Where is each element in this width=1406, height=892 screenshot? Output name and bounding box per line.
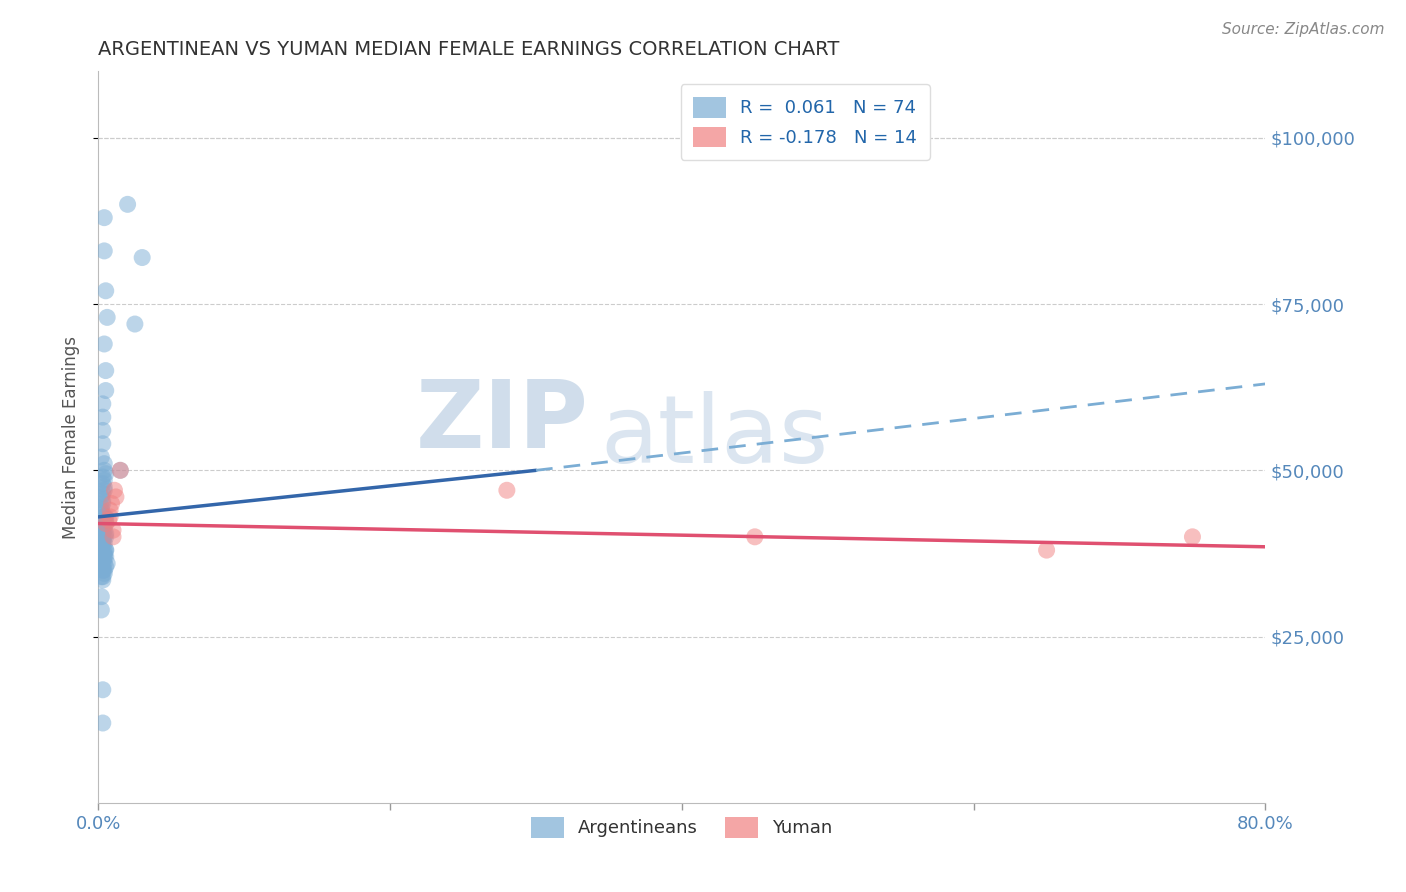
Point: [90, 503, 112, 517]
Point: [94, 526, 117, 541]
Point: [744, 530, 766, 544]
Point: [91, 497, 114, 511]
Point: [94, 513, 117, 527]
Point: [94, 543, 117, 558]
Point: [91, 410, 114, 425]
Point: [96, 310, 118, 325]
Point: [91, 530, 114, 544]
Point: [94, 284, 117, 298]
Point: [90, 490, 112, 504]
Point: [97, 513, 120, 527]
Point: [93, 566, 115, 581]
Point: [91, 523, 114, 537]
Point: [117, 197, 139, 211]
Point: [91, 533, 114, 548]
Point: [90, 450, 112, 464]
Point: [91, 476, 114, 491]
Point: [96, 557, 118, 571]
Text: Source: ZipAtlas.com: Source: ZipAtlas.com: [1222, 22, 1385, 37]
Point: [93, 509, 115, 524]
Point: [93, 457, 115, 471]
Point: [94, 467, 117, 481]
Point: [100, 497, 122, 511]
Point: [90, 536, 112, 550]
Point: [98, 503, 121, 517]
Point: [94, 509, 117, 524]
Point: [90, 603, 112, 617]
Legend: Argentineans, Yuman: Argentineans, Yuman: [520, 806, 844, 848]
Point: [91, 493, 114, 508]
Point: [90, 500, 112, 514]
Point: [93, 244, 115, 258]
Point: [91, 436, 114, 450]
Point: [91, 397, 114, 411]
Text: ARGENTINEAN VS YUMAN MEDIAN FEMALE EARNINGS CORRELATION CHART: ARGENTINEAN VS YUMAN MEDIAN FEMALE EARNI…: [98, 39, 839, 59]
Point: [90, 540, 112, 554]
Point: [93, 509, 115, 524]
Point: [93, 549, 115, 564]
Point: [131, 251, 153, 265]
Point: [93, 516, 115, 531]
Point: [93, 563, 115, 577]
Point: [1035, 543, 1057, 558]
Point: [94, 516, 117, 531]
Point: [94, 559, 117, 574]
Point: [93, 483, 115, 498]
Point: [91, 536, 114, 550]
Point: [93, 463, 115, 477]
Point: [93, 536, 115, 550]
Point: [90, 570, 112, 584]
Point: [93, 473, 115, 487]
Point: [1181, 530, 1204, 544]
Point: [93, 211, 115, 225]
Y-axis label: Median Female Earnings: Median Female Earnings: [62, 335, 80, 539]
Point: [93, 549, 115, 564]
Point: [101, 530, 124, 544]
Point: [496, 483, 519, 498]
Point: [91, 557, 114, 571]
Point: [94, 530, 117, 544]
Point: [91, 573, 114, 587]
Point: [94, 543, 117, 558]
Point: [93, 530, 115, 544]
Point: [91, 553, 114, 567]
Point: [90, 590, 112, 604]
Point: [94, 549, 117, 564]
Point: [104, 490, 127, 504]
Point: [91, 563, 114, 577]
Point: [91, 520, 114, 534]
Point: [93, 337, 115, 351]
Point: [94, 384, 117, 398]
Point: [91, 563, 114, 577]
Point: [93, 516, 115, 531]
Point: [91, 570, 114, 584]
Point: [110, 463, 132, 477]
Text: atlas: atlas: [600, 391, 828, 483]
Point: [93, 523, 115, 537]
Point: [91, 470, 114, 484]
Point: [93, 557, 115, 571]
Point: [110, 463, 132, 477]
Point: [103, 483, 125, 498]
Point: [91, 716, 114, 731]
Point: [101, 523, 124, 537]
Point: [90, 507, 112, 521]
Point: [93, 480, 115, 494]
Text: ZIP: ZIP: [416, 376, 589, 468]
Point: [93, 543, 115, 558]
Point: [98, 509, 121, 524]
Point: [91, 682, 114, 697]
Point: [91, 424, 114, 438]
Point: [124, 317, 146, 331]
Point: [94, 516, 117, 531]
Point: [93, 546, 115, 560]
Point: [94, 363, 117, 377]
Point: [91, 523, 114, 537]
Point: [91, 486, 114, 500]
